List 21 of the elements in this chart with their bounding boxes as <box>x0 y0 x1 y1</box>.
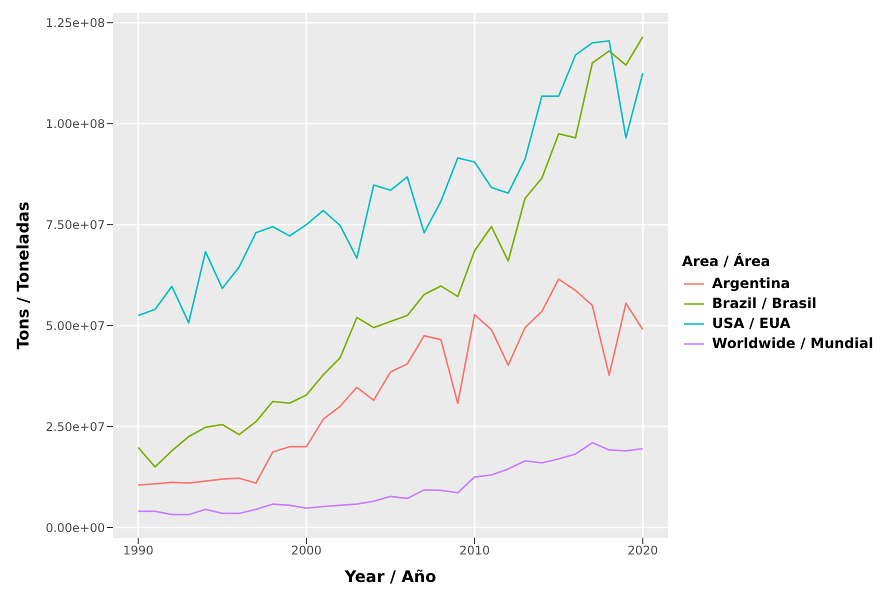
line-series <box>137 36 644 468</box>
line-series <box>137 278 644 486</box>
y-tick-label: 5.00e+07 <box>46 318 105 333</box>
x-tick-label: 2000 <box>291 544 322 558</box>
x-tick-label: 1990 <box>122 544 154 558</box>
y-tick-label: 1.00e+08 <box>46 116 105 131</box>
x-tick-label: 2020 <box>628 544 658 558</box>
y-axis-title: Tons / Toneladas <box>14 202 33 350</box>
y-tick-label: 1.25e+08 <box>46 16 105 30</box>
legend-label: Brazil / Brasil <box>712 296 817 312</box>
legend-label: Worldwide / Mundial <box>712 336 874 352</box>
legend-title: Area / Área <box>682 254 772 270</box>
line-series <box>137 40 644 324</box>
y-tick-label: 0.00e+00 <box>46 520 105 535</box>
y-tick-label: 7.50e+07 <box>46 218 105 232</box>
legend-label: USA / EUA <box>712 316 790 332</box>
line-series <box>137 442 644 516</box>
y-tick-label: 2.50e+07 <box>46 420 105 434</box>
x-axis-title: Year / Año <box>344 567 436 586</box>
x-tick-label: 2010 <box>459 544 490 558</box>
legend-label: Argentina <box>712 276 790 292</box>
